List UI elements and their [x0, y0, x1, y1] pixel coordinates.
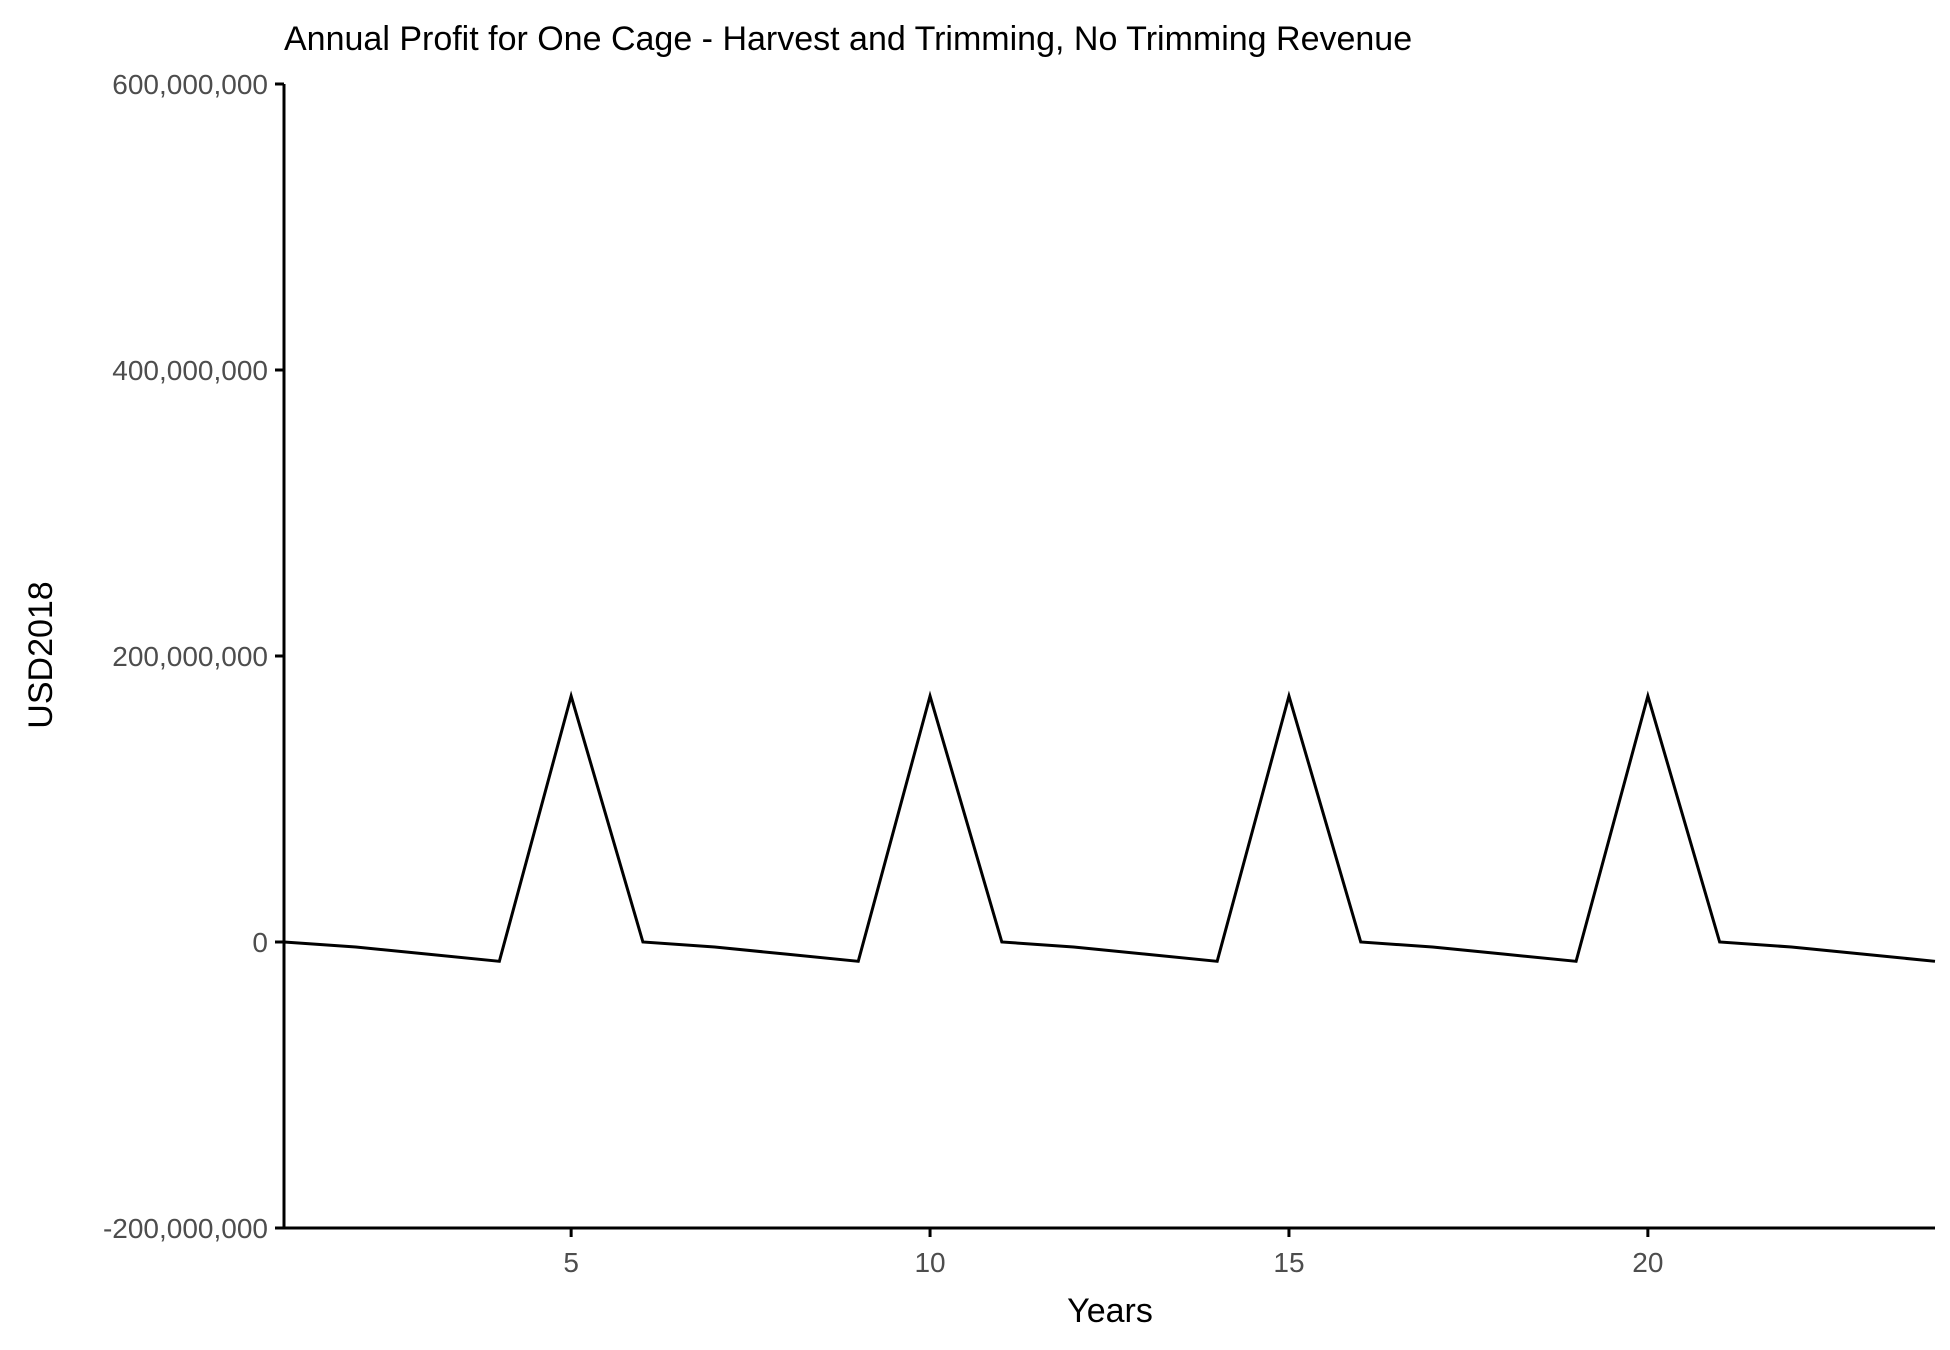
- x-tick-label: 10: [914, 1247, 945, 1278]
- plot-area: [283, 690, 1936, 963]
- y-axis-title: USD2018: [22, 581, 60, 728]
- chart-title: Annual Profit for One Cage - Harvest and…: [284, 20, 1412, 58]
- x-axis-title: Years: [1067, 1292, 1153, 1330]
- y-tick-label: 600,000,000: [112, 69, 268, 100]
- y-axis-ticks: -200,000,000 0 200,000,000 400,000,000 600,0…: [103, 69, 284, 1244]
- y-tick-label: 400,000,000: [112, 355, 268, 386]
- x-tick-label: 15: [1273, 1247, 1304, 1278]
- y-tick-label: 0: [252, 927, 268, 958]
- series-line: [283, 690, 1936, 963]
- x-tick-label: 20: [1632, 1247, 1663, 1278]
- x-tick-label: 5: [563, 1247, 579, 1278]
- y-tick-label: -200,000,000: [103, 1213, 268, 1244]
- y-tick-label: 200,000,000: [112, 641, 268, 672]
- x-axis-ticks: 5 10 15 20: [563, 1228, 1663, 1278]
